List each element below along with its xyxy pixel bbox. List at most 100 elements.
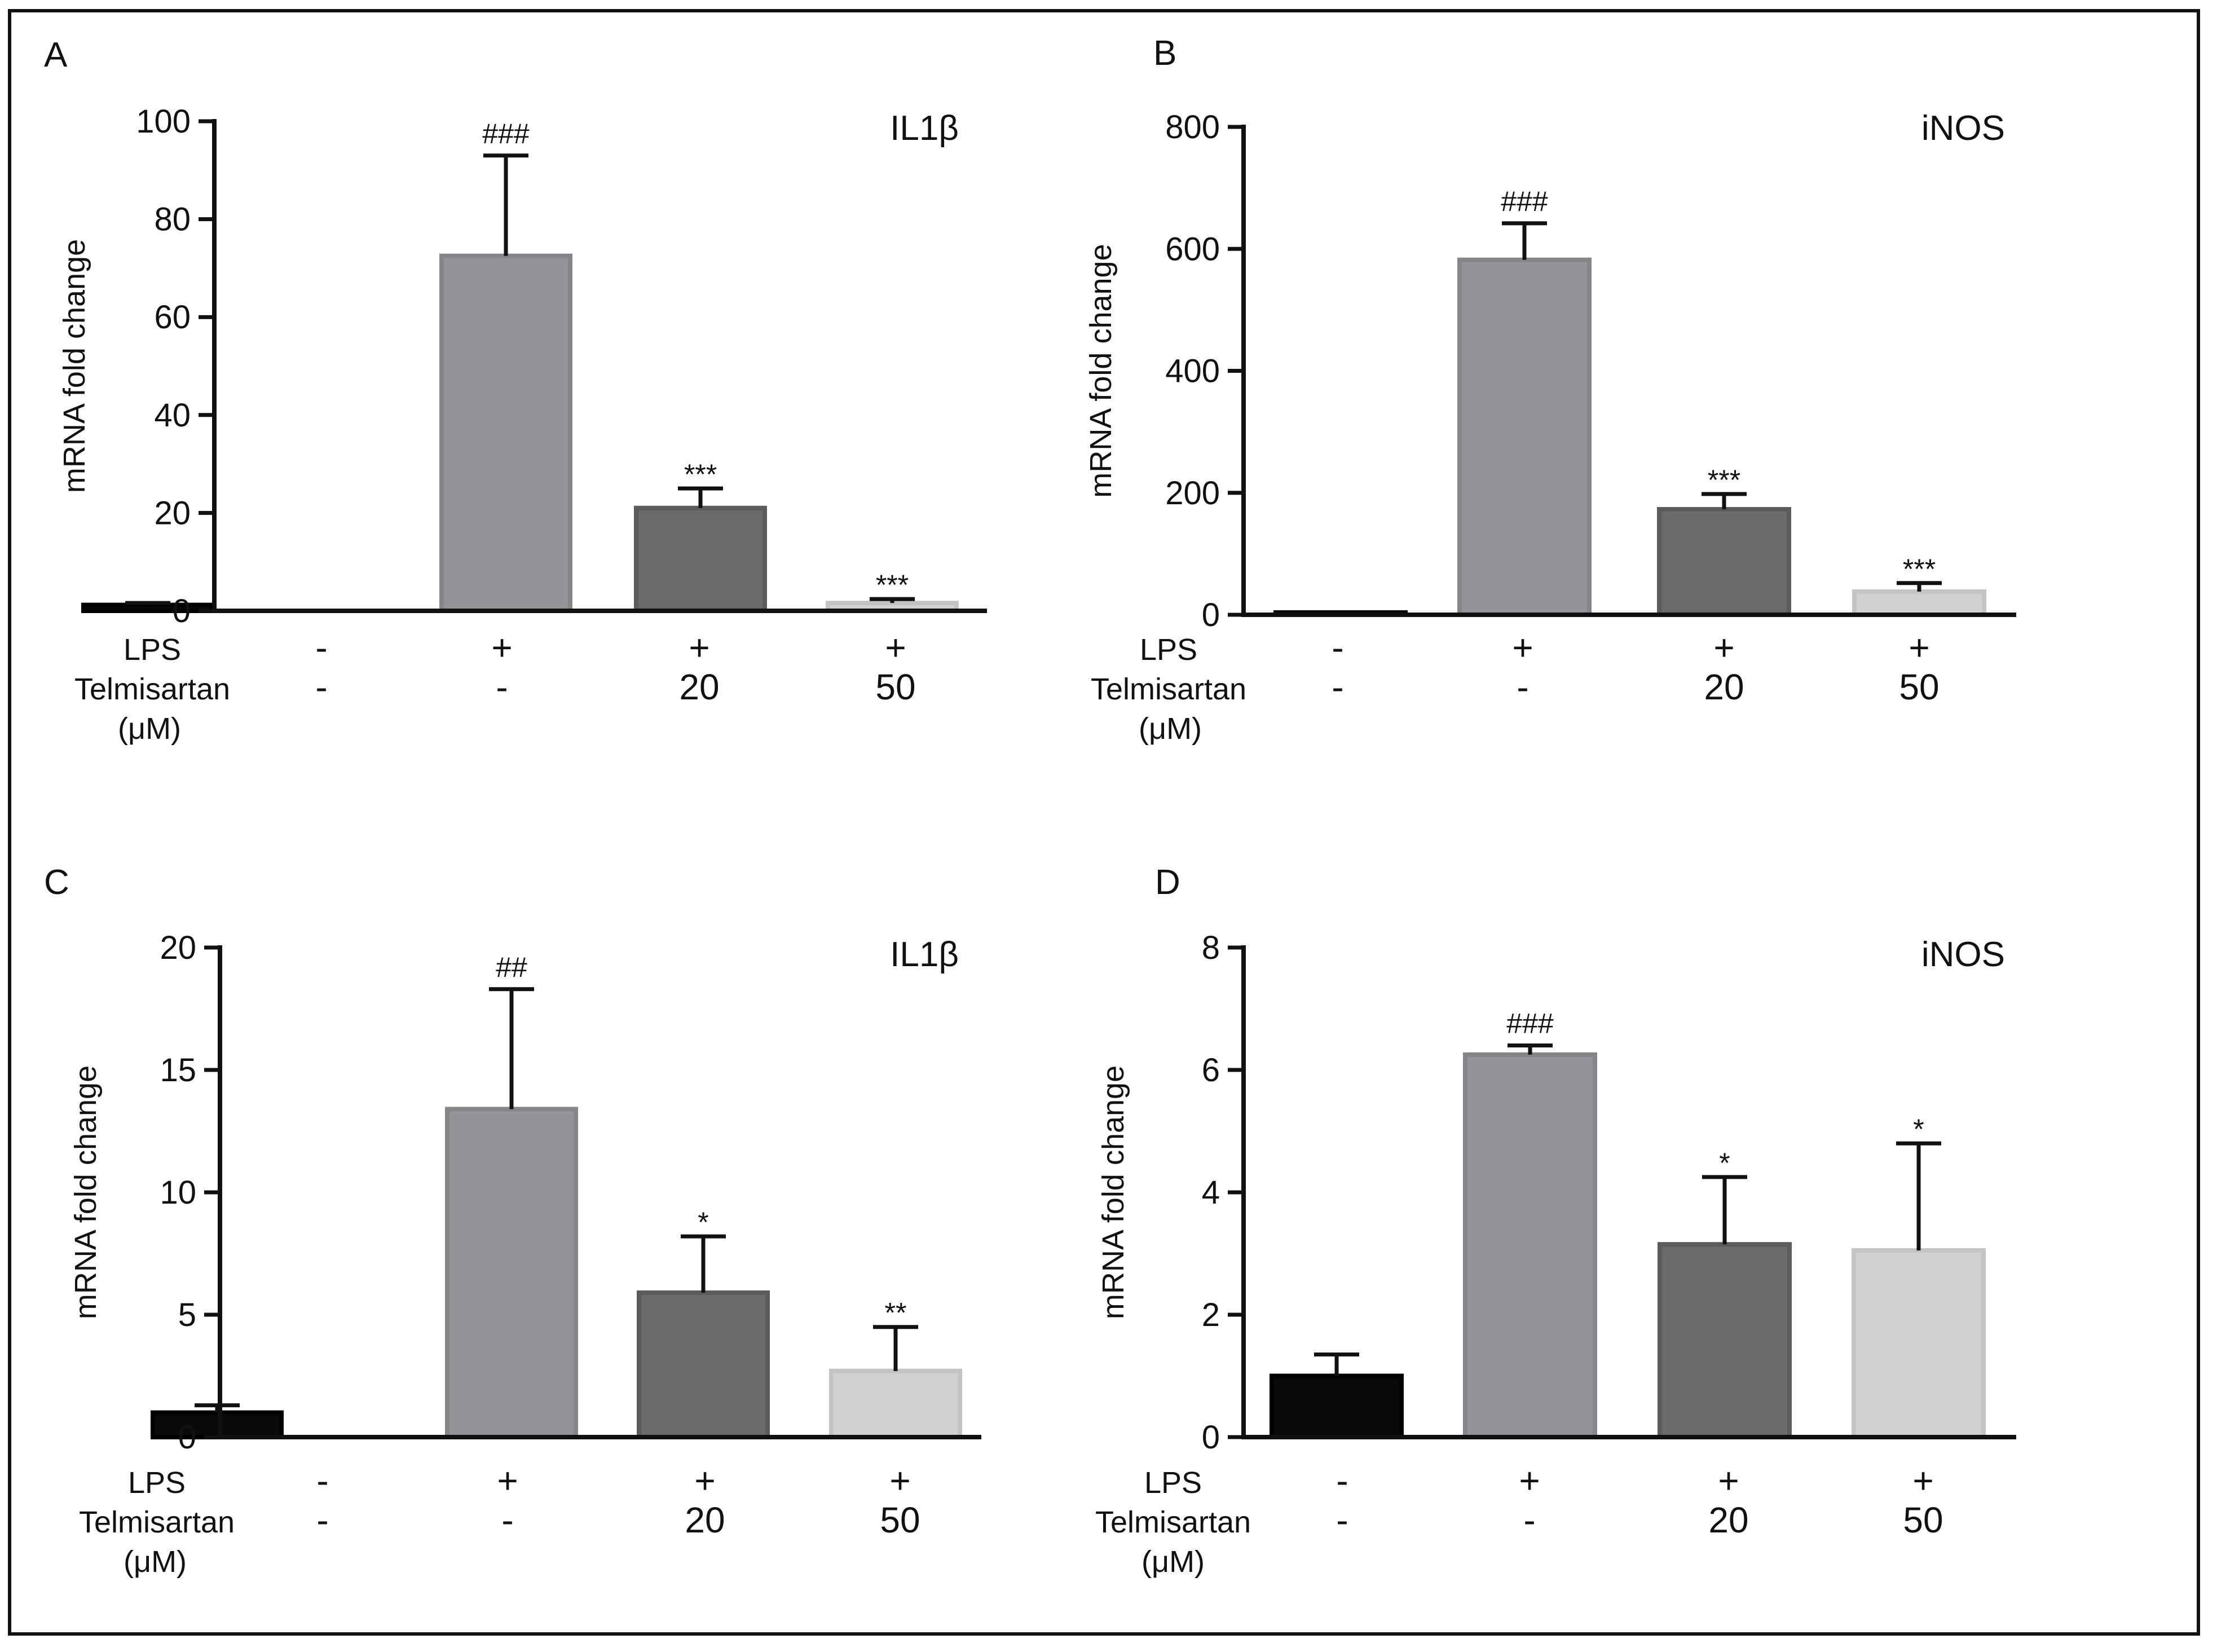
- bar: [1658, 1242, 1792, 1439]
- significance-label: *: [1913, 1113, 1924, 1145]
- condition-value: -: [316, 1460, 328, 1501]
- lps-row-label: LPS: [128, 1466, 186, 1500]
- condition-value: -: [1332, 627, 1343, 668]
- bar: [1852, 1248, 1986, 1439]
- bar: [1270, 1373, 1404, 1439]
- condition-value: 20: [1708, 1500, 1748, 1540]
- panel-a-chart: A IL1β mRNA fold change ### *** *** 0 20 40 60 80 1…: [44, 36, 987, 746]
- y-tick-label: 0: [178, 1419, 196, 1456]
- significance-label: *: [1719, 1147, 1730, 1179]
- bar: [1457, 257, 1592, 617]
- significance-label: ###: [1506, 1008, 1554, 1039]
- condition-value: +: [1718, 1460, 1739, 1501]
- unit-label: (μM): [124, 1545, 187, 1579]
- condition-value: -: [316, 1500, 328, 1540]
- telmisartan-row-label: Telmisartan: [79, 1505, 235, 1539]
- bar: [151, 1410, 284, 1439]
- unit-label: (μM): [1139, 712, 1202, 746]
- y-tick-label: 20: [154, 495, 191, 531]
- condition-value: -: [1336, 1460, 1348, 1501]
- y-axis-label: mRNA fold change: [1096, 1065, 1130, 1319]
- gene-label: iNOS: [1921, 109, 2005, 148]
- y-tick-label: 0: [173, 593, 191, 629]
- telmisartan-row-label: Telmisartan: [74, 672, 230, 706]
- lps-row-label: LPS: [1140, 633, 1197, 667]
- gene-label: IL1β: [890, 109, 959, 148]
- significance-label: ***: [876, 569, 909, 601]
- gene-label: iNOS: [1921, 935, 2005, 974]
- y-tick-label: 8: [1202, 929, 1220, 966]
- y-tick-label: 400: [1165, 353, 1220, 390]
- condition-value: +: [689, 627, 709, 668]
- bar: [1657, 506, 1791, 617]
- telmisartan-row-label: Telmisartan: [1091, 672, 1246, 706]
- telmisartan-row-label: Telmisartan: [1095, 1505, 1251, 1539]
- bar: [81, 602, 214, 613]
- lps-row-label: LPS: [1144, 1466, 1202, 1500]
- condition-value: +: [491, 627, 512, 668]
- condition-value: 50: [1899, 667, 1939, 707]
- condition-value: +: [497, 1460, 518, 1501]
- condition-value: 20: [679, 667, 719, 707]
- condition-value: -: [1336, 1500, 1348, 1540]
- significance-label: ***: [1708, 464, 1740, 496]
- condition-value: -: [315, 667, 327, 707]
- condition-value: -: [496, 667, 508, 707]
- y-tick-label: 15: [160, 1052, 196, 1089]
- gene-label: IL1β: [890, 935, 959, 974]
- condition-value: +: [889, 1460, 910, 1501]
- y-axis-label: mRNA fold change: [69, 1065, 103, 1319]
- bar: [829, 1368, 962, 1440]
- bar: [634, 505, 767, 613]
- y-tick-label: 0: [1202, 1419, 1220, 1456]
- y-tick-label: 40: [154, 397, 191, 434]
- condition-value: -: [1523, 1500, 1535, 1540]
- y-axis-label: mRNA fold change: [58, 239, 91, 493]
- y-tick-label: 4: [1202, 1174, 1220, 1211]
- y-tick-label: 6: [1202, 1052, 1220, 1089]
- panel-letter: C: [44, 863, 69, 902]
- unit-label: (μM): [118, 712, 181, 746]
- condition-value: +: [1909, 627, 1929, 668]
- y-tick-label: 0: [1202, 597, 1220, 633]
- condition-value: -: [1332, 667, 1343, 707]
- y-tick-label: 200: [1165, 475, 1220, 512]
- condition-value: 50: [875, 667, 915, 707]
- significance-label: ##: [496, 951, 527, 983]
- y-tick-label: 80: [154, 201, 191, 238]
- significance-label: *: [698, 1206, 708, 1238]
- bar: [637, 1290, 770, 1439]
- unit-label: (μM): [1141, 1545, 1205, 1579]
- condition-value: +: [694, 1460, 715, 1501]
- y-tick-label: 100: [136, 103, 191, 140]
- y-tick-label: 2: [1202, 1297, 1220, 1333]
- y-tick-label: 5: [178, 1297, 196, 1333]
- condition-value: +: [1512, 627, 1533, 668]
- condition-value: 20: [1704, 667, 1744, 707]
- y-axis-label: mRNA fold change: [1084, 244, 1118, 497]
- bar: [1852, 589, 1986, 617]
- bar: [1463, 1052, 1597, 1439]
- significance-label: ###: [1501, 186, 1548, 217]
- condition-value: -: [1517, 667, 1528, 707]
- y-tick-label: 60: [154, 299, 191, 336]
- figure-frame: [8, 9, 2200, 1636]
- condition-value: +: [1713, 627, 1734, 668]
- condition-value: +: [885, 627, 906, 668]
- y-tick-label: 20: [160, 929, 196, 966]
- y-tick-label: 10: [160, 1174, 196, 1211]
- significance-label: ###: [482, 118, 530, 149]
- condition-value: +: [1912, 1460, 1933, 1501]
- bar: [445, 1107, 578, 1439]
- bar: [439, 253, 572, 613]
- condition-value: -: [315, 627, 327, 668]
- lps-row-label: LPS: [124, 633, 181, 667]
- y-tick-label: 800: [1165, 109, 1220, 146]
- significance-label: ***: [684, 459, 717, 490]
- condition-value: -: [501, 1500, 513, 1540]
- panel-letter: A: [44, 36, 68, 74]
- condition-value: 50: [1903, 1500, 1943, 1540]
- panel-letter: D: [1155, 863, 1180, 902]
